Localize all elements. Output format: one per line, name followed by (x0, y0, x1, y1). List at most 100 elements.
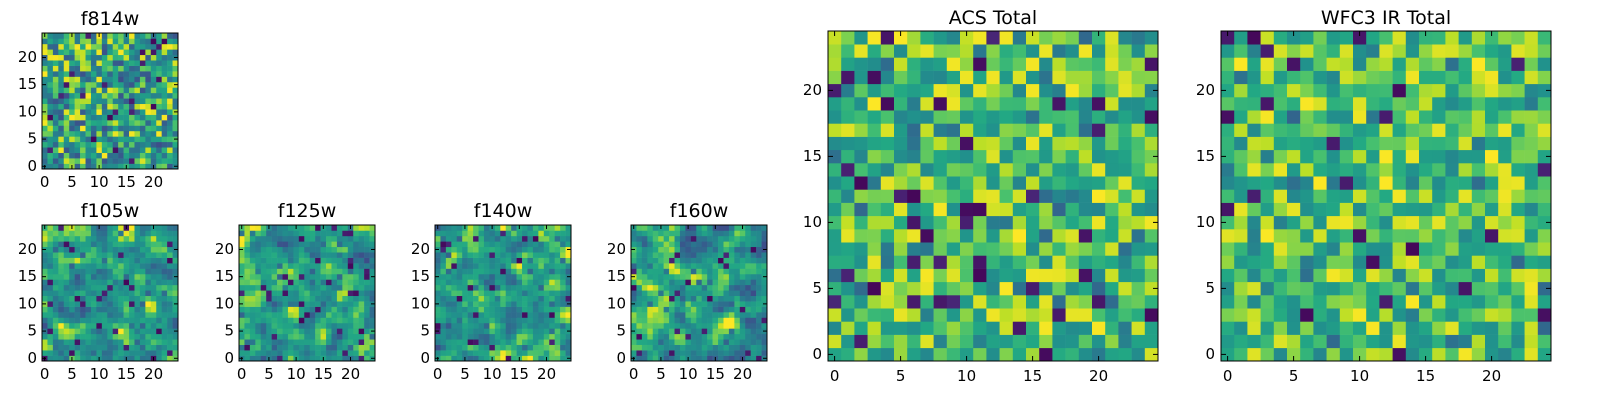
heatmap-cell (282, 279, 289, 286)
y-tick-labels: 0 5 10 15 20 (18, 48, 37, 175)
heatmap-cell (1353, 189, 1367, 203)
heatmap-cell (960, 268, 974, 283)
heatmap-cell (756, 344, 762, 351)
heatmap-cell (960, 163, 974, 177)
heatmap-cell (999, 123, 1014, 137)
heatmap-cell (167, 279, 173, 286)
x-tick-label: 5 (656, 365, 666, 383)
heatmap-cell (1065, 176, 1080, 190)
heatmap-cell (1260, 255, 1275, 269)
heatmap-cell (549, 284, 555, 291)
heatmap-cell (1498, 321, 1512, 335)
heatmap-cell (1026, 281, 1040, 296)
heatmap-cell (139, 350, 146, 356)
heatmap-cell (718, 252, 724, 258)
heatmap-cell (69, 81, 75, 88)
heatmap-cell (701, 344, 708, 351)
heatmap-cell (1092, 255, 1106, 269)
heatmap-cell (1471, 229, 1486, 243)
heatmap-cell (707, 290, 713, 297)
heatmap-cell (139, 141, 146, 148)
heatmap-cell (52, 103, 59, 110)
heatmap-cell (244, 339, 251, 345)
heatmap-cell (134, 109, 141, 115)
heatmap-cell (353, 306, 359, 313)
heatmap-cell (1458, 242, 1473, 256)
heatmap-cell (298, 317, 305, 324)
heatmap-cell (342, 322, 349, 329)
heatmap-cell (112, 350, 119, 356)
heatmap-cell (112, 76, 119, 83)
heatmap-cell (1498, 97, 1512, 111)
heatmap-cell (663, 295, 670, 302)
heatmap-cell (663, 350, 670, 356)
heatmap-cell (293, 344, 300, 351)
heatmap-cell (1366, 163, 1380, 177)
heatmap-cell (129, 38, 135, 45)
heatmap-cell (1405, 70, 1420, 85)
heatmap-cell (478, 241, 485, 248)
heatmap-cell (1144, 242, 1159, 256)
heatmap-cell (139, 317, 146, 324)
heatmap-cell (1300, 136, 1314, 151)
heatmap-cell (118, 350, 124, 356)
heatmap-cell (326, 230, 332, 237)
heatmap-cell (1511, 44, 1525, 58)
heatmap-cell (647, 279, 654, 286)
heatmap-cell (63, 257, 70, 264)
heatmap-cell (440, 241, 447, 248)
heatmap-cell (85, 350, 92, 356)
heatmap-cell (445, 268, 452, 275)
heatmap-cell (652, 339, 659, 345)
heatmap-cell (74, 279, 81, 286)
heatmap-cell (331, 225, 338, 231)
heatmap-cell (293, 268, 300, 275)
heatmap-cell (123, 230, 130, 237)
heatmap-cell (129, 49, 135, 56)
heatmap-cell (161, 263, 168, 269)
heatmap-cell (42, 268, 48, 275)
heatmap-cell (920, 215, 934, 230)
heatmap-cell (156, 230, 162, 237)
heatmap-cell (1379, 123, 1393, 137)
heatmap-cell (718, 268, 724, 275)
heatmap-cell (478, 295, 485, 302)
heatmap-cell (1260, 83, 1275, 98)
heatmap-cell (96, 103, 103, 110)
heatmap-cell (1339, 202, 1354, 217)
heatmap-cell (167, 136, 173, 143)
heatmap-cell (467, 328, 474, 335)
heatmap-cell (1419, 123, 1433, 137)
heatmap-cell (167, 268, 173, 275)
heatmap-cell (560, 306, 566, 313)
heatmap-cell (96, 92, 103, 99)
heatmap-cell (74, 65, 81, 72)
heatmap-cell (85, 49, 92, 56)
heatmap-cell (1485, 242, 1499, 256)
heatmap-cell (718, 284, 724, 291)
x-tick-labels: 0 5 10 15 20 (237, 365, 360, 383)
heatmap-cell (560, 295, 566, 302)
heatmap-cell (920, 136, 934, 151)
heatmap-cell (342, 295, 349, 302)
heatmap-cell (80, 225, 86, 231)
heatmap-cell (999, 202, 1014, 217)
heatmap-cell (347, 344, 354, 351)
heatmap-cell (85, 284, 92, 291)
heatmap-cell (946, 347, 961, 362)
heatmap-cell (1445, 215, 1459, 230)
heatmap-cell (107, 301, 114, 307)
heatmap-cell (315, 273, 321, 280)
heatmap-cell (701, 339, 708, 345)
heatmap-cell (734, 339, 741, 345)
heatmap-cell (1498, 281, 1512, 296)
heatmap-cell (1511, 242, 1525, 256)
heatmap-cell (172, 38, 179, 45)
heatmap-cell (63, 49, 70, 56)
heatmap-cell (123, 98, 130, 105)
heatmap-cell (150, 273, 157, 280)
heatmap-cell (145, 306, 152, 313)
heatmap-cell (134, 147, 141, 153)
heatmap-cell (894, 295, 908, 309)
